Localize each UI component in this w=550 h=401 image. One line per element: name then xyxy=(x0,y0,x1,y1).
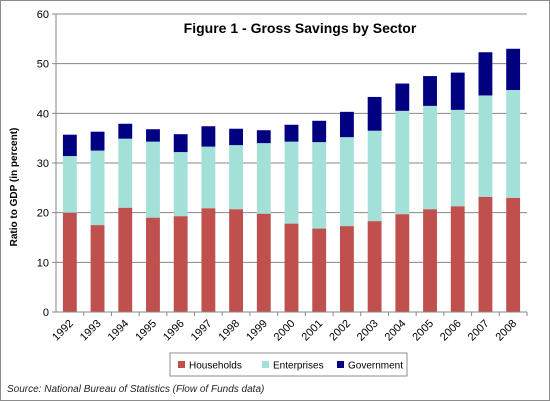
x-tick-label: 2005 xyxy=(410,318,436,344)
legend-label-households: Households xyxy=(189,361,242,372)
bar-enterprises-2002 xyxy=(339,137,354,227)
bars xyxy=(62,48,521,312)
bar-government-2000 xyxy=(284,124,299,142)
bar-households-2008 xyxy=(506,197,521,312)
bar-enterprises-1994 xyxy=(118,138,133,208)
x-tick-label: 2006 xyxy=(438,318,464,344)
bar-enterprises-2008 xyxy=(506,89,521,198)
y-tick-label: 60 xyxy=(37,9,49,21)
y-tick-label: 30 xyxy=(37,158,49,170)
bar-government-2001 xyxy=(312,120,327,143)
bar-households-1995 xyxy=(146,217,160,312)
gridlines xyxy=(56,13,527,263)
y-tick-label: 50 xyxy=(37,59,49,71)
y-tick-label: 10 xyxy=(37,257,49,269)
bar-enterprises-2006 xyxy=(450,109,465,207)
legend: Households Enterprises Government xyxy=(169,352,408,377)
y-tick-label: 0 xyxy=(43,307,49,319)
bar-government-2006 xyxy=(450,72,465,110)
bar-enterprises-1993 xyxy=(90,150,105,226)
bar-government-1995 xyxy=(146,129,160,142)
bar-government-2005 xyxy=(423,76,437,106)
bar-government-2004 xyxy=(395,83,410,111)
legend-swatch-government xyxy=(337,361,344,368)
bar-households-2002 xyxy=(339,226,354,312)
x-tick-label: 1995 xyxy=(133,318,159,344)
bar-households-1998 xyxy=(229,209,244,312)
x-tick-label: 1992 xyxy=(50,318,76,344)
bar-enterprises-2005 xyxy=(423,105,437,210)
legend-box xyxy=(169,352,408,377)
bar-government-1994 xyxy=(118,123,133,139)
bar-enterprises-1995 xyxy=(146,141,160,218)
x-tick-label: 1996 xyxy=(161,318,187,344)
x-tick-label: 1999 xyxy=(244,318,270,344)
bar-enterprises-1996 xyxy=(173,152,188,217)
bar-government-2002 xyxy=(339,111,354,138)
legend-label-government: Government xyxy=(348,361,403,372)
bar-households-2004 xyxy=(395,214,410,312)
bar-government-2008 xyxy=(506,48,521,90)
bar-enterprises-1997 xyxy=(201,146,216,209)
x-tick-label: 2007 xyxy=(466,318,492,344)
x-tick-label: 2008 xyxy=(493,318,519,344)
x-tick-label: 1994 xyxy=(106,318,132,344)
bar-enterprises-1992 xyxy=(62,156,77,213)
bar-enterprises-2000 xyxy=(284,141,299,224)
bar-enterprises-2004 xyxy=(395,110,410,215)
bar-households-2000 xyxy=(284,223,299,312)
x-tick-label: 1998 xyxy=(216,318,242,344)
bar-enterprises-1998 xyxy=(229,145,244,210)
legend-label-enterprises: Enterprises xyxy=(273,361,324,372)
bar-government-1993 xyxy=(90,131,105,151)
bar-government-1997 xyxy=(201,126,216,147)
legend-swatch-enterprises xyxy=(262,361,269,368)
x-tick-label: 2004 xyxy=(383,318,409,344)
bar-households-2006 xyxy=(450,206,465,312)
bar-households-1992 xyxy=(62,212,77,312)
legend-swatch-households xyxy=(178,361,185,368)
x-tick-label: 2000 xyxy=(272,318,298,344)
bar-households-2005 xyxy=(423,209,437,312)
bar-households-1994 xyxy=(118,207,133,312)
x-tick-label: 2003 xyxy=(355,318,381,344)
bar-government-2007 xyxy=(478,52,493,96)
y-tick-label: 20 xyxy=(37,208,49,220)
source-note: Source: National Bureau of Statistics (F… xyxy=(7,384,265,395)
bar-households-2001 xyxy=(312,228,327,312)
bar-enterprises-1999 xyxy=(256,143,271,214)
bar-enterprises-2001 xyxy=(312,142,327,229)
bar-enterprises-2007 xyxy=(478,95,493,197)
bar-government-1996 xyxy=(173,134,188,153)
bar-households-1996 xyxy=(173,216,188,312)
x-tick-label: 1997 xyxy=(189,318,215,344)
chart-title: Figure 1 - Gross Savings by Sector xyxy=(184,20,417,36)
y-tick-label: 40 xyxy=(37,108,49,120)
bar-households-2003 xyxy=(367,221,382,312)
bar-government-2003 xyxy=(367,96,382,131)
bar-households-2007 xyxy=(478,196,493,312)
x-tick-label: 2001 xyxy=(300,318,326,344)
y-axis-label: Ratio to GDP (in percent) xyxy=(9,128,20,247)
x-tick-label: 2002 xyxy=(327,318,353,344)
bar-government-1999 xyxy=(256,130,271,144)
bar-government-1998 xyxy=(229,128,244,146)
bar-households-1999 xyxy=(256,213,271,312)
bar-households-1997 xyxy=(201,208,216,312)
bar-households-1993 xyxy=(90,225,105,312)
x-tick-label: 1993 xyxy=(78,318,104,344)
bar-enterprises-2003 xyxy=(367,130,382,222)
bar-government-1992 xyxy=(62,134,77,157)
